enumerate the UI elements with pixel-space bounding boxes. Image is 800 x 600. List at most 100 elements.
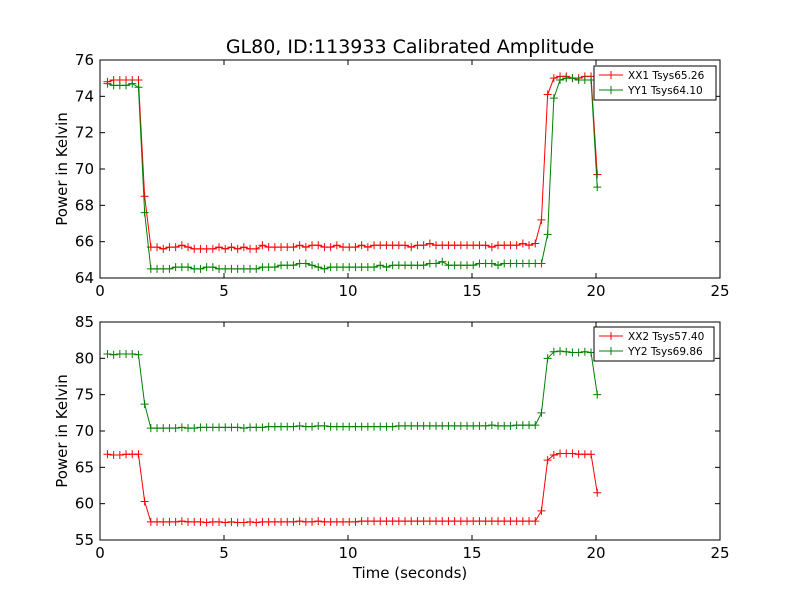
plot-2-x-tick-label: 20: [586, 544, 605, 562]
data-point-yy1: [537, 259, 546, 268]
legend-marker-yy1: [607, 86, 615, 94]
data-point-yy2: [295, 421, 304, 430]
data-point-xx2: [252, 518, 261, 527]
plot-1-y-tick-label: 68: [75, 196, 94, 214]
data-point-xx1: [314, 241, 323, 250]
data-point-yy2: [171, 424, 180, 433]
data-point-yy1: [487, 259, 496, 268]
data-point-yy1: [370, 263, 379, 272]
legend-label-xx1: XX1 Tsys65.26: [628, 70, 705, 82]
data-point-xx1: [289, 243, 298, 252]
plot-2-y-tick-label: 65: [75, 458, 94, 476]
data-point-yy1: [432, 259, 441, 268]
plot-2-y-axis-label: Power in Kelvin: [53, 374, 71, 488]
plot-1-legend-box: [593, 65, 717, 101]
data-point-yy2: [481, 421, 490, 430]
data-point-yy1: [543, 230, 552, 239]
data-point-yy2: [537, 408, 546, 417]
plot-1-x-tick-label: 5: [219, 282, 229, 300]
plot-2-legend-box: [593, 326, 715, 362]
plot-2-x-axis: 0 5 10 15 20 25: [95, 322, 730, 562]
data-point-yy1: [308, 261, 317, 270]
plot-1-x-tick-label: 0: [95, 282, 105, 300]
data-point-yy1: [165, 264, 174, 273]
data-point-xx1: [357, 241, 366, 250]
data-point-xx2: [593, 488, 602, 497]
data-point-xx2: [177, 517, 186, 526]
data-point-xx1: [525, 241, 534, 250]
data-point-xx2: [140, 497, 149, 506]
data-point-xx1: [177, 241, 186, 250]
data-point-xx2: [587, 450, 596, 459]
data-point-yy2: [140, 400, 149, 409]
data-point-yy2: [320, 421, 329, 430]
data-point-yy2: [531, 421, 540, 430]
data-point-yy1: [469, 261, 478, 270]
data-point-yy1: [270, 263, 279, 272]
data-point-xx1: [531, 239, 540, 248]
data-point-xx1: [549, 74, 558, 83]
data-point-yy2: [580, 347, 589, 356]
data-point-xx1: [481, 241, 490, 250]
plot-2-x-tick-label: 0: [95, 544, 105, 562]
plot-1-x-axis: 0 5 10 15 20 25: [95, 60, 730, 300]
plot-2-x-tick-label: 5: [219, 544, 229, 562]
plot-2-y-tick-label: 60: [75, 495, 94, 513]
data-point-yy2: [233, 423, 242, 432]
plot-2-x-axis-label: Time (seconds): [352, 564, 468, 582]
data-point-xx1: [351, 243, 360, 252]
data-point-xx2: [115, 450, 124, 459]
legend-marker-xx2: [607, 332, 615, 340]
data-point-yy1: [419, 261, 428, 270]
data-point-yy2: [562, 347, 571, 356]
data-point-xx1: [401, 241, 410, 250]
plot-1-x-tick-label: 10: [338, 282, 357, 300]
data-point-yy1: [140, 208, 149, 217]
data-point-xx2: [314, 517, 323, 526]
data-point-xx1: [512, 241, 521, 250]
plot-1-x-tick-label: 20: [586, 282, 605, 300]
data-point-xx2: [295, 517, 304, 526]
data-point-xx1: [227, 243, 236, 252]
data-point-xx2: [227, 517, 236, 526]
data-point-yy1: [196, 264, 205, 273]
data-point-xx1: [537, 215, 546, 224]
data-point-yy1: [320, 264, 329, 273]
data-point-xx1: [233, 244, 242, 253]
plot-1-x-tick-label: 15: [462, 282, 481, 300]
plot-1-y-tick-label: 66: [75, 233, 94, 251]
legend-label-yy1: YY1 Tsys64.10: [627, 85, 703, 97]
data-point-xx1: [593, 170, 602, 179]
data-point-yy1: [289, 261, 298, 270]
data-point-xx1: [208, 244, 217, 253]
plot-2-y-axis: 55 60 65 70 75 80 85: [75, 313, 720, 549]
plot-1-y-tick-label: 76: [75, 51, 94, 69]
data-point-xx2: [308, 517, 317, 526]
data-point-yy2: [134, 350, 143, 359]
data-point-xx2: [543, 456, 552, 465]
data-point-xx1: [332, 241, 341, 250]
data-point-xx1: [171, 243, 180, 252]
data-point-xx2: [215, 517, 224, 526]
data-point-yy1: [593, 183, 602, 192]
plot-2-x-tick-label: 25: [710, 544, 729, 562]
data-point-xx1: [425, 239, 434, 248]
legend-marker-xx1: [607, 71, 615, 79]
data-point-yy1: [494, 261, 503, 270]
data-point-xx1: [487, 243, 496, 252]
data-point-yy2: [556, 347, 565, 356]
data-point-yy1: [556, 75, 565, 84]
data-point-yy1: [438, 257, 447, 266]
plot-2-y-tick-label: 85: [75, 313, 94, 331]
data-point-xx2: [239, 518, 248, 527]
data-point-xx1: [215, 243, 224, 252]
plot-1-y-tick-label: 64: [75, 269, 94, 287]
data-point-xx2: [246, 517, 255, 526]
data-point-yy2: [258, 423, 267, 432]
data-point-yy2: [103, 349, 112, 358]
plot-1-y-tick-label: 72: [75, 124, 94, 142]
data-point-yy2: [308, 422, 317, 431]
data-point-yy2: [239, 424, 248, 433]
data-point-yy1: [208, 263, 217, 272]
plot-2-x-tick-label: 15: [462, 544, 481, 562]
